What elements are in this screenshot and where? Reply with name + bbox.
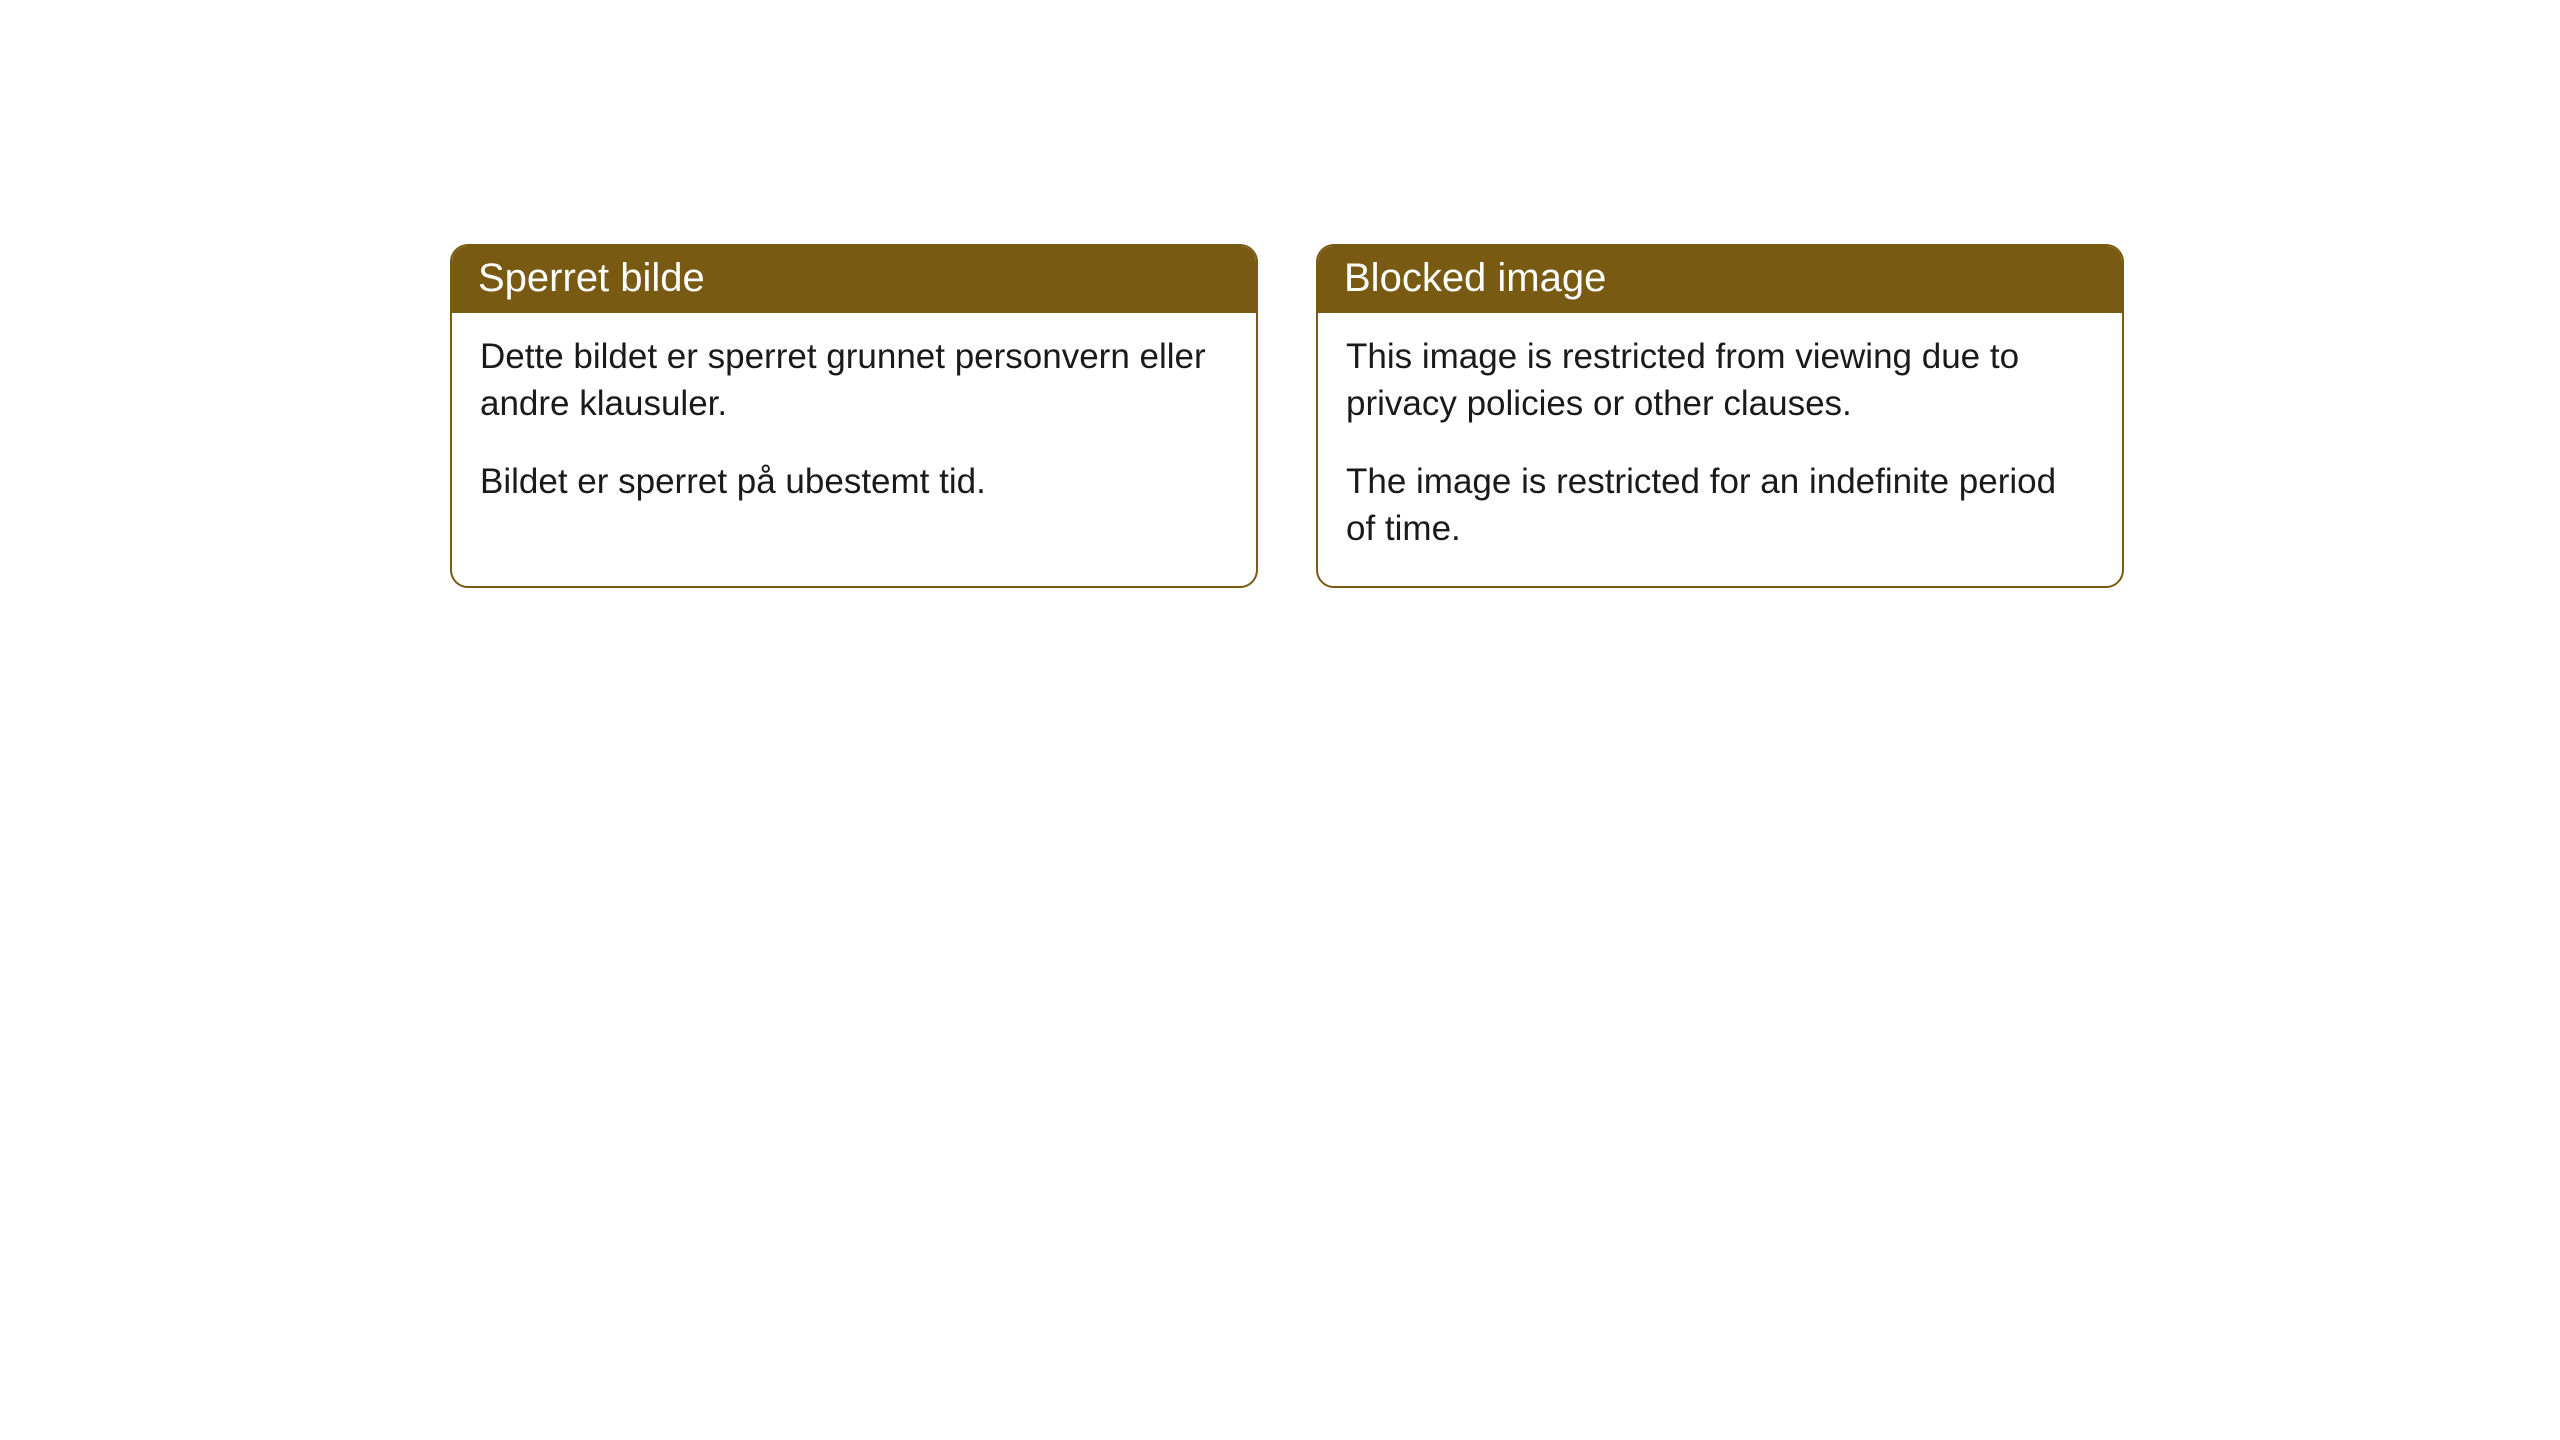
card-header: Blocked image	[1318, 246, 2122, 313]
notice-card-english: Blocked image This image is restricted f…	[1316, 244, 2124, 588]
card-body: This image is restricted from viewing du…	[1318, 313, 2122, 586]
notice-card-norwegian: Sperret bilde Dette bildet er sperret gr…	[450, 244, 1258, 588]
notice-paragraph: Bildet er sperret på ubestemt tid.	[480, 458, 1228, 505]
notice-paragraph: Dette bildet er sperret grunnet personve…	[480, 333, 1228, 428]
notice-container: Sperret bilde Dette bildet er sperret gr…	[450, 244, 2560, 588]
notice-paragraph: This image is restricted from viewing du…	[1346, 333, 2094, 428]
card-body: Dette bildet er sperret grunnet personve…	[452, 313, 1256, 539]
notice-paragraph: The image is restricted for an indefinit…	[1346, 458, 2094, 553]
card-header: Sperret bilde	[452, 246, 1256, 313]
